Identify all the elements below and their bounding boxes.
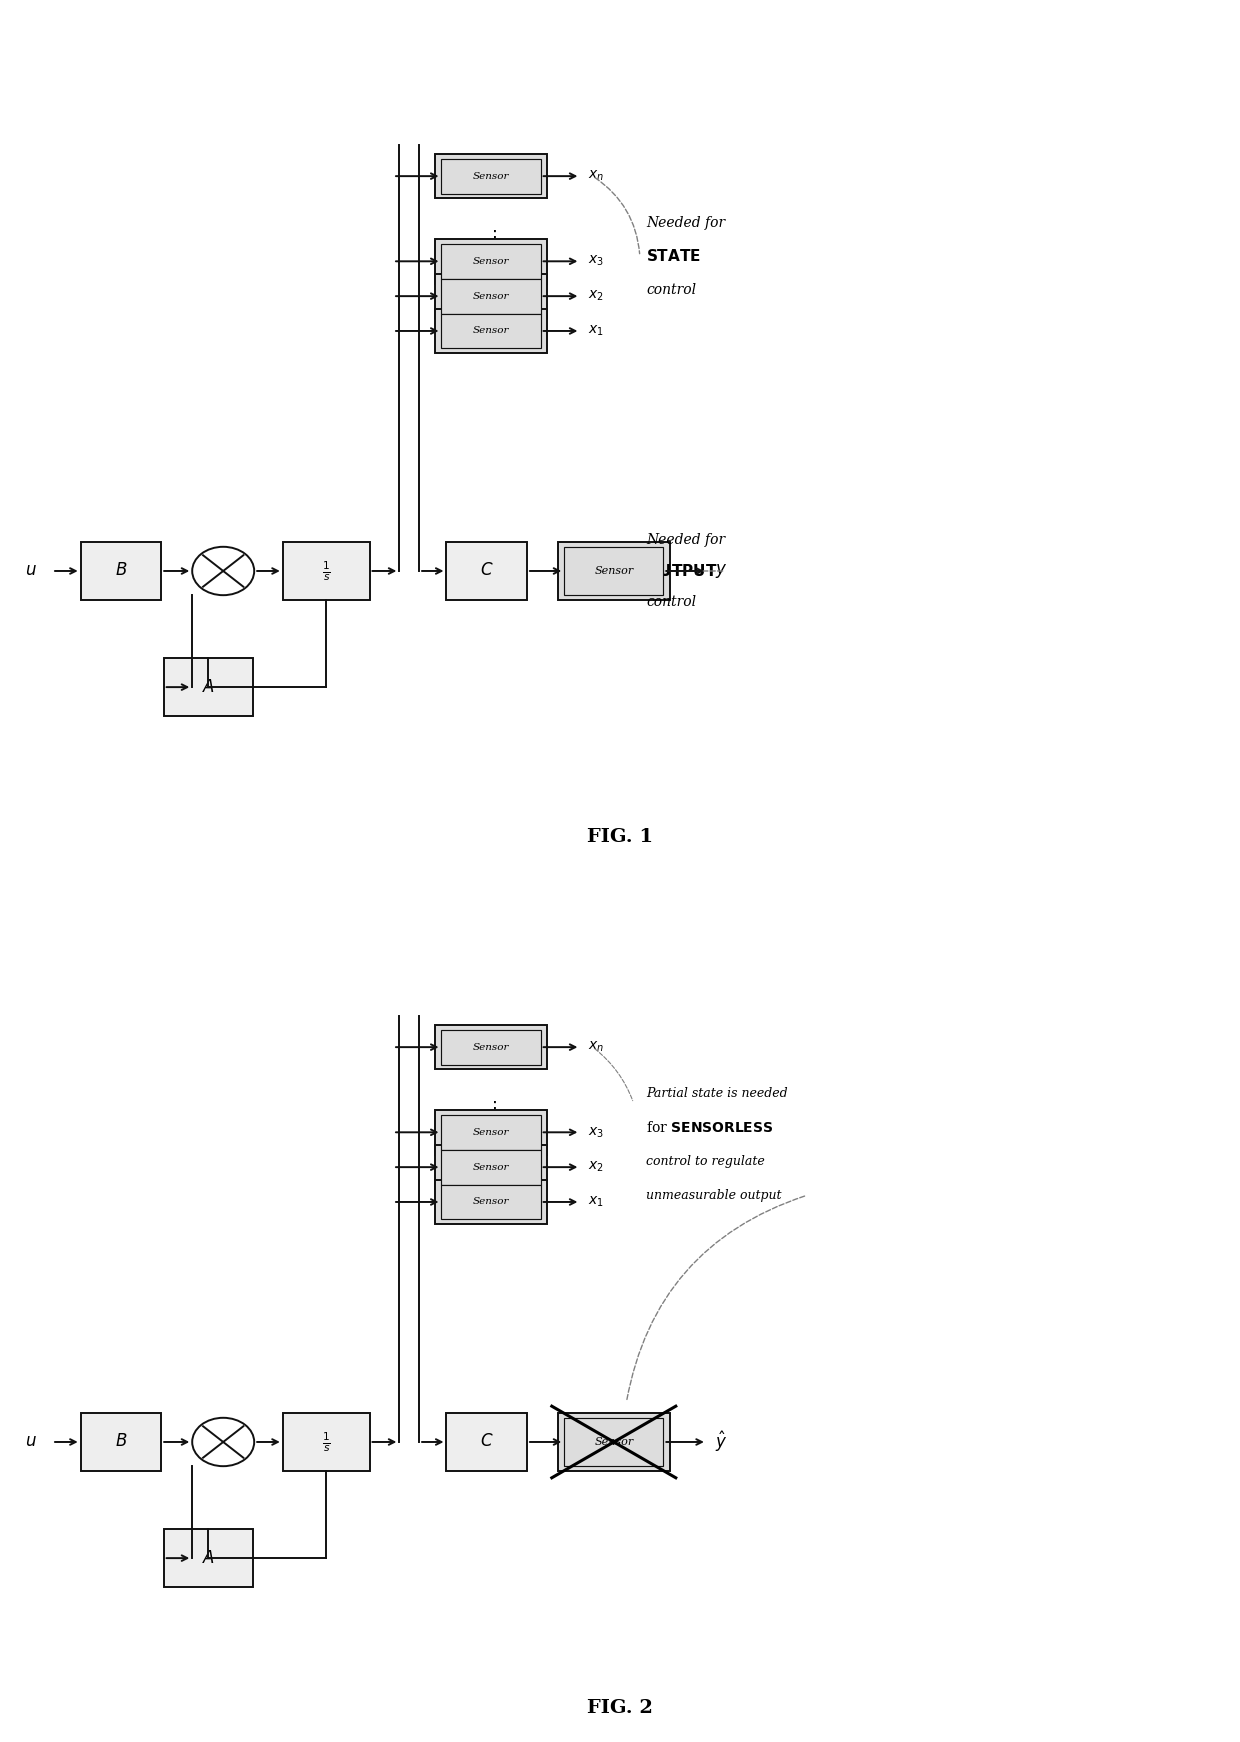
FancyBboxPatch shape	[564, 1418, 663, 1467]
FancyBboxPatch shape	[435, 1110, 547, 1155]
Text: FIG. 2: FIG. 2	[587, 1698, 653, 1718]
Text: Sensor: Sensor	[472, 256, 510, 267]
Text: Partial state is needed: Partial state is needed	[646, 1087, 787, 1101]
FancyBboxPatch shape	[446, 542, 527, 599]
Text: $A$: $A$	[202, 679, 215, 695]
FancyBboxPatch shape	[81, 542, 161, 599]
FancyBboxPatch shape	[164, 658, 253, 716]
Text: $B$: $B$	[115, 1434, 126, 1451]
FancyBboxPatch shape	[441, 314, 541, 348]
Text: $u$: $u$	[25, 563, 37, 580]
Text: Sensor: Sensor	[472, 1162, 510, 1172]
Text: for $\mathbf{SENSORLESS}$: for $\mathbf{SENSORLESS}$	[646, 1120, 774, 1136]
FancyBboxPatch shape	[81, 1413, 161, 1470]
Text: $x_3$: $x_3$	[588, 1125, 604, 1139]
FancyBboxPatch shape	[441, 244, 541, 279]
Text: $\frac{1}{s}$: $\frac{1}{s}$	[321, 559, 331, 584]
FancyBboxPatch shape	[441, 279, 541, 314]
Text: $\mathbf{OUTPUT}$: $\mathbf{OUTPUT}$	[646, 563, 718, 578]
Text: control: control	[646, 596, 696, 610]
FancyBboxPatch shape	[435, 1144, 547, 1190]
FancyBboxPatch shape	[441, 1150, 541, 1185]
Text: Needed for: Needed for	[646, 216, 725, 230]
Text: $A$: $A$	[202, 1550, 215, 1566]
FancyBboxPatch shape	[164, 1529, 253, 1587]
FancyBboxPatch shape	[435, 153, 547, 199]
Text: $u$: $u$	[25, 1434, 37, 1451]
FancyBboxPatch shape	[441, 1115, 541, 1150]
Text: $x_3$: $x_3$	[588, 254, 604, 268]
Text: $C$: $C$	[480, 563, 494, 580]
Text: Needed for: Needed for	[646, 533, 725, 547]
FancyBboxPatch shape	[435, 1179, 547, 1225]
Text: Sensor: Sensor	[594, 566, 634, 577]
FancyBboxPatch shape	[441, 1185, 541, 1219]
FancyBboxPatch shape	[558, 542, 670, 599]
FancyBboxPatch shape	[446, 1413, 527, 1470]
FancyBboxPatch shape	[441, 1030, 541, 1064]
Text: $x_1$: $x_1$	[588, 324, 604, 338]
FancyBboxPatch shape	[435, 273, 547, 319]
FancyBboxPatch shape	[558, 1413, 670, 1470]
FancyBboxPatch shape	[441, 159, 541, 193]
Text: Sensor: Sensor	[594, 1437, 634, 1448]
Text: $C$: $C$	[480, 1434, 494, 1451]
Text: $x_2$: $x_2$	[588, 289, 604, 303]
Text: FIG. 1: FIG. 1	[587, 827, 653, 847]
Text: Sensor: Sensor	[472, 1127, 510, 1138]
Text: Sensor: Sensor	[472, 172, 510, 181]
Text: $\frac{1}{s}$: $\frac{1}{s}$	[321, 1430, 331, 1455]
Text: control: control	[646, 284, 696, 298]
Text: Sensor: Sensor	[472, 291, 510, 301]
Text: Sensor: Sensor	[472, 1197, 510, 1207]
Text: $x_n$: $x_n$	[588, 1040, 604, 1054]
Text: Sensor: Sensor	[472, 326, 510, 336]
FancyBboxPatch shape	[435, 1024, 547, 1070]
Text: $B$: $B$	[115, 563, 126, 580]
Text: $\hat{y}$: $\hat{y}$	[715, 1430, 728, 1455]
Text: control to regulate: control to regulate	[646, 1155, 765, 1167]
Text: $x_1$: $x_1$	[588, 1195, 604, 1209]
FancyBboxPatch shape	[283, 1413, 370, 1470]
FancyBboxPatch shape	[435, 239, 547, 284]
Text: $y$: $y$	[715, 563, 728, 580]
Text: unmeasurable output: unmeasurable output	[646, 1188, 781, 1202]
FancyBboxPatch shape	[435, 308, 547, 354]
Text: $\vdots$: $\vdots$	[485, 1099, 497, 1118]
Text: $x_n$: $x_n$	[588, 169, 604, 183]
Text: Sensor: Sensor	[472, 1043, 510, 1052]
Text: $\mathbf{STATE}$: $\mathbf{STATE}$	[646, 249, 701, 265]
FancyBboxPatch shape	[564, 547, 663, 596]
FancyBboxPatch shape	[283, 542, 370, 599]
Text: $\vdots$: $\vdots$	[485, 228, 497, 247]
Text: $x_2$: $x_2$	[588, 1160, 604, 1174]
